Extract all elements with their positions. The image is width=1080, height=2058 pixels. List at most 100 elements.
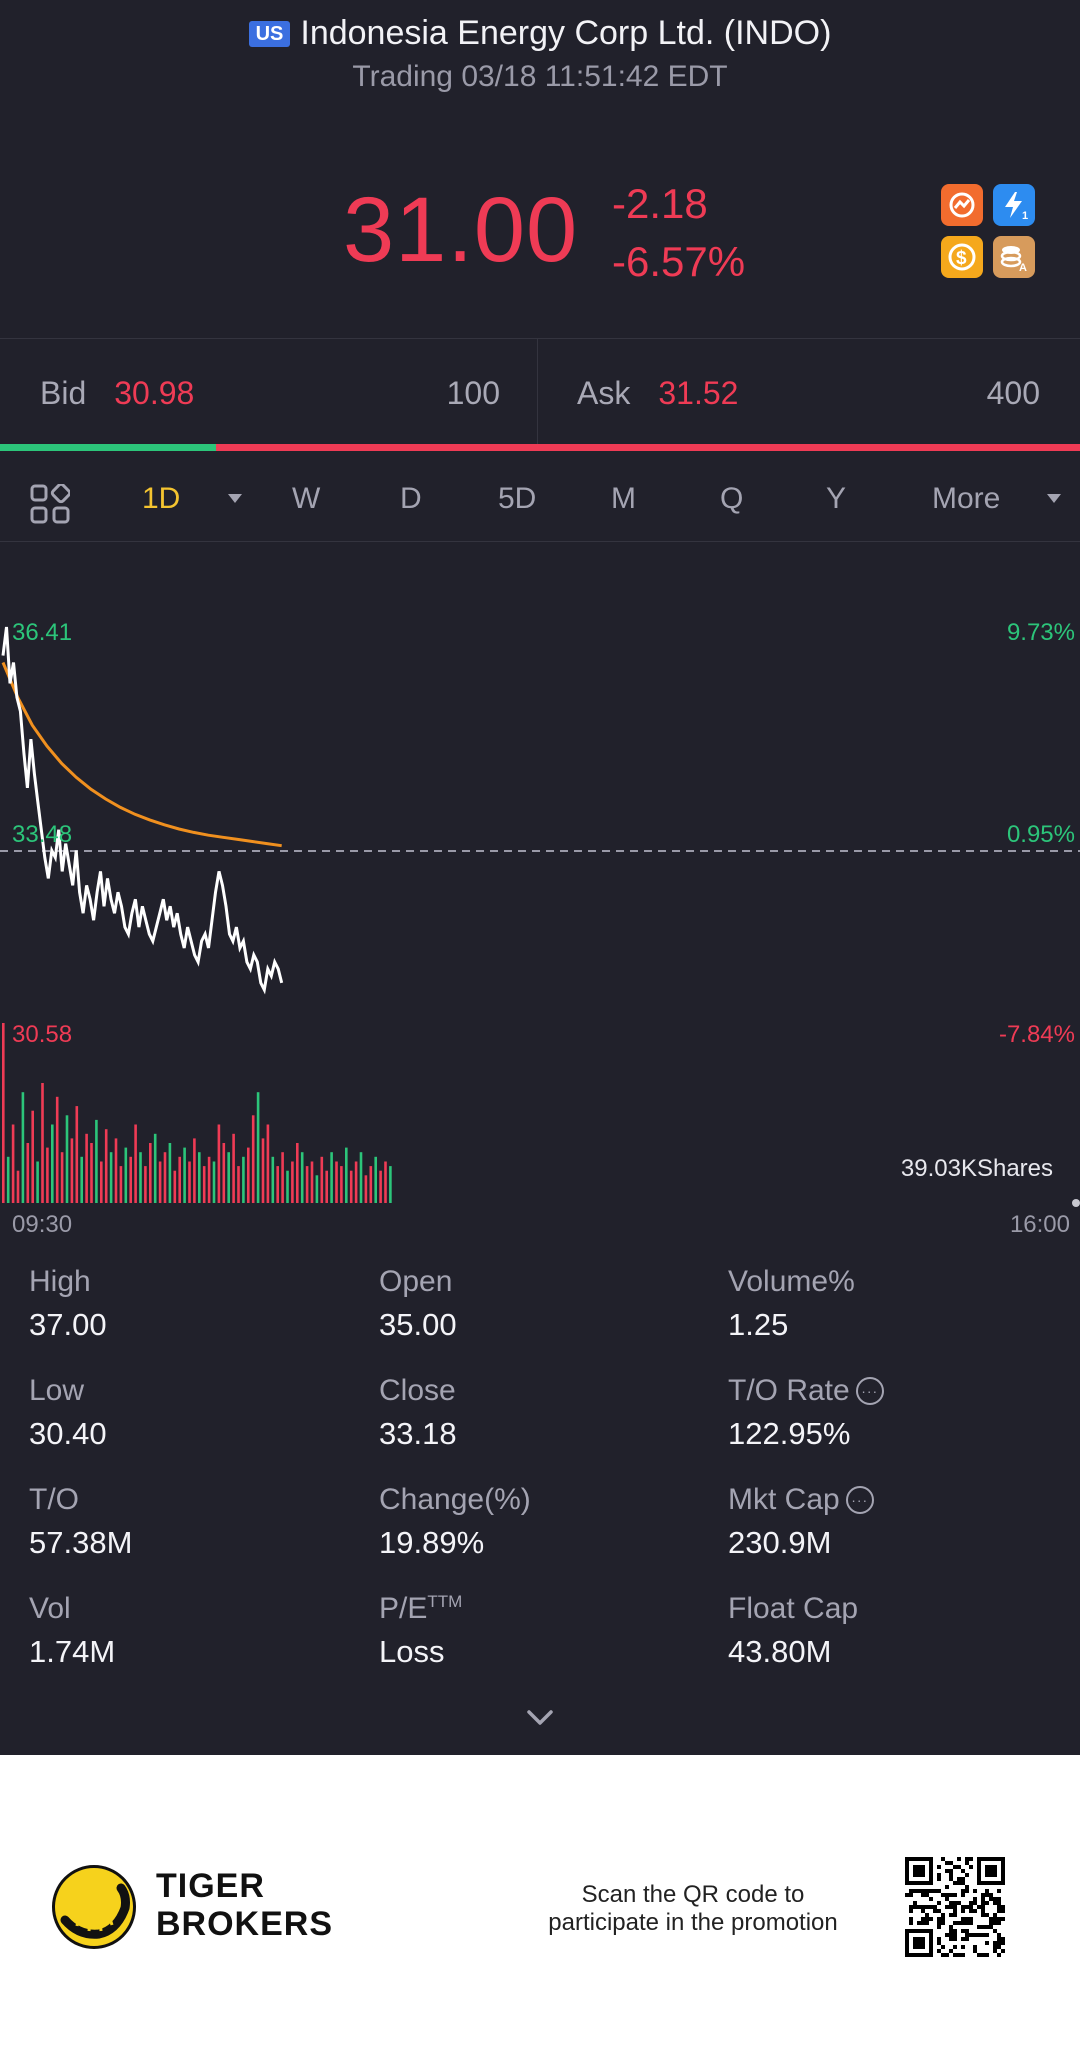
- period-tabs: 1D W D 5D M Q Y More: [0, 462, 1080, 542]
- qr-code: [905, 1857, 1005, 1957]
- brand-line-2: BROKERS: [156, 1905, 334, 1943]
- stat-label-text: P/E: [379, 1592, 428, 1625]
- volume-bar: [55, 1096, 59, 1203]
- volume-bar: [193, 1138, 196, 1203]
- stat-change-pct: Change(%) 19.89%: [379, 1483, 531, 1561]
- price-change-percent: -6.57%: [612, 238, 746, 285]
- header: US Indonesia Energy Corp Ltd. (INDO) Tra…: [0, 0, 1080, 100]
- stat-value: 37.00: [29, 1307, 107, 1342]
- y-high-label: 36.41: [12, 619, 73, 646]
- volume-bar: [276, 1166, 279, 1203]
- stat-label-text: T/O Rate: [728, 1374, 850, 1407]
- volume-bar: [41, 1083, 44, 1203]
- volume-bar: [320, 1156, 324, 1203]
- volume-bar: [144, 1166, 147, 1203]
- expand-stats-button[interactable]: [0, 1700, 1080, 1750]
- volume-bar: [379, 1170, 382, 1203]
- volume-bar: [65, 1115, 69, 1203]
- tab-5d[interactable]: 5D: [498, 482, 537, 515]
- stat-value: 57.38M: [29, 1525, 133, 1560]
- stat-label: P/ETTM: [379, 1592, 462, 1626]
- market-badge: US: [248, 20, 291, 47]
- volume-bar: [75, 1106, 79, 1203]
- volume-bar: [354, 1161, 358, 1203]
- volume-bar: [2, 1023, 5, 1203]
- volume-bar: [291, 1161, 294, 1203]
- volume-bar: [232, 1133, 235, 1203]
- chart-end-dot: [1072, 1199, 1080, 1207]
- price-line: [1, 626, 284, 995]
- more-chevron-down-icon[interactable]: [1047, 494, 1061, 503]
- volume-bar: [296, 1143, 299, 1203]
- price-change: -2.18: [612, 180, 708, 227]
- chevron-down-icon[interactable]: [228, 494, 242, 503]
- volume-bar: [384, 1161, 387, 1203]
- dollar-icon[interactable]: $: [941, 236, 983, 278]
- tab-quarter[interactable]: Q: [720, 482, 744, 515]
- volume-bar: [227, 1152, 230, 1203]
- tab-week[interactable]: W: [292, 482, 321, 515]
- stat-close: Close 33.18: [379, 1374, 457, 1452]
- chart-canvas: [0, 626, 1080, 1207]
- chart-refresh-icon[interactable]: [941, 184, 983, 226]
- time-end-label: 16:00: [1009, 1211, 1070, 1238]
- volume-bar: [60, 1152, 64, 1203]
- volume-bar: [46, 1147, 49, 1203]
- price-block: 31.00 -2.18 -6.57% 1 $ A: [0, 170, 1080, 310]
- volume-bar: [340, 1166, 343, 1203]
- volume-bar: [129, 1156, 132, 1203]
- volume-bar: [70, 1138, 74, 1203]
- lightning-level1-icon[interactable]: 1: [993, 184, 1035, 226]
- volume-bar: [119, 1166, 123, 1203]
- more-info-icon[interactable]: ···: [845, 1486, 874, 1514]
- volume-bar: [310, 1161, 314, 1203]
- volume-bar: [183, 1147, 186, 1203]
- bid-ask-panel: Bid 30.98 100 Ask 31.52 400: [0, 338, 1080, 447]
- stat-label: Float Cap: [728, 1592, 859, 1625]
- more-info-icon[interactable]: ···: [855, 1377, 884, 1405]
- stack-a-icon[interactable]: A: [993, 236, 1035, 278]
- volume-bar: [335, 1161, 338, 1203]
- tab-day[interactable]: D: [400, 482, 422, 515]
- volume-bar: [173, 1170, 177, 1203]
- intraday-chart[interactable]: 36.41 33.48 30.58 9.73% 0.95% -7.84% 39.…: [0, 555, 1080, 1255]
- stat-turnover: T/O 57.38M: [29, 1483, 132, 1561]
- stat-label: Vol: [29, 1592, 71, 1625]
- grid-icon[interactable]: [30, 482, 72, 524]
- volume-bar: [149, 1143, 152, 1203]
- stat-label-text: Mkt Cap: [728, 1483, 840, 1516]
- stat-label: High: [29, 1265, 91, 1298]
- time-start-label: 09:30: [12, 1211, 73, 1238]
- tab-more[interactable]: More: [932, 482, 1001, 515]
- stat-to-rate: T/O Rate ··· 122.95%: [728, 1374, 884, 1452]
- brand-line-1: TIGER: [156, 1867, 265, 1905]
- volume-bar: [90, 1143, 93, 1203]
- stat-value: 230.9M: [728, 1525, 832, 1560]
- promo-text: Scan the QR code to participate in the p…: [518, 1881, 868, 1937]
- stat-value: 1.74M: [29, 1634, 116, 1669]
- volume-bar: [16, 1170, 20, 1203]
- bid-price: 30.98: [114, 374, 195, 411]
- stat-low: Low 30.40: [29, 1374, 107, 1452]
- tab-1d[interactable]: 1D: [142, 482, 181, 515]
- tab-month[interactable]: M: [611, 482, 636, 515]
- volume-bar: [11, 1124, 15, 1203]
- volume-bar: [281, 1152, 284, 1203]
- stat-value: 19.89%: [379, 1525, 485, 1560]
- tiger-brokers-logo: [52, 1865, 136, 1949]
- volume-bar: [114, 1138, 118, 1203]
- tab-year[interactable]: Y: [826, 482, 847, 515]
- y-low-label: 30.58: [12, 1021, 73, 1048]
- y-low-pct-label: -7.84%: [998, 1021, 1075, 1048]
- volume-bar: [305, 1166, 309, 1203]
- volume-bar: [315, 1175, 319, 1203]
- y-mid-pct-label: 0.95%: [1006, 821, 1075, 848]
- volume-bar: [349, 1170, 353, 1203]
- volume-bar: [345, 1147, 348, 1203]
- stat-label: Volume%: [728, 1265, 855, 1298]
- volume-bar: [163, 1152, 167, 1203]
- y-mid-label: 33.48: [12, 821, 73, 848]
- volume-bar: [222, 1143, 226, 1203]
- volume-bar: [198, 1152, 201, 1203]
- chevron-down-icon[interactable]: [0, 1700, 1080, 1750]
